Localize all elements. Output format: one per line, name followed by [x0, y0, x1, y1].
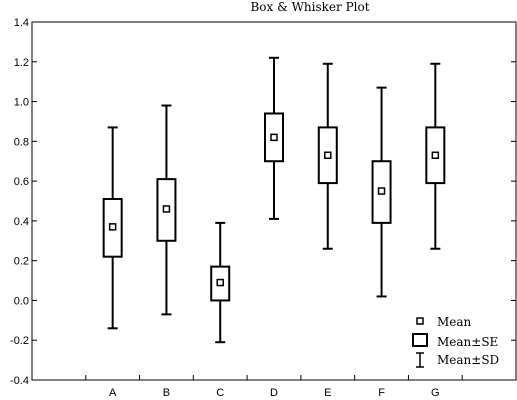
legend-mean-label: Mean [437, 315, 472, 329]
mean-marker [270, 133, 278, 142]
mean-marker [324, 151, 332, 160]
x-tick-label: E [324, 387, 331, 399]
y-tick-label: -0.4 [10, 375, 29, 387]
x-tick-label: F [378, 387, 385, 399]
y-axis: -0.4 -0.2 0.0 0.2 0.4 0.6 0.8 1.0 1.2 1.4 [10, 17, 516, 387]
legend-se-symbol [412, 333, 428, 347]
x-tick-label: D [270, 387, 278, 399]
x-tick-label: B [163, 387, 170, 399]
plot-frame [31, 21, 517, 381]
y-tick-label: -0.2 [10, 335, 29, 347]
y-tick-label: 0.8 [14, 136, 29, 148]
x-tick-label: G [431, 387, 440, 399]
mean-marker [216, 278, 224, 287]
y-tick-label: 0.2 [14, 256, 29, 268]
y-tick-label: 0.4 [14, 216, 29, 228]
box-group-b [156, 104, 177, 316]
box-group-d [264, 56, 284, 220]
mean-marker [108, 223, 117, 231]
x-tick-label: C [216, 387, 224, 399]
box-marks [102, 56, 446, 344]
y-tick-label: 1.0 [14, 97, 29, 109]
box-group-a [102, 126, 123, 330]
box-group-f [371, 86, 392, 298]
box-group-e [317, 62, 338, 250]
x-tick-label: A [109, 387, 117, 399]
chart-title: Box & Whisker Plot [250, 0, 369, 14]
mean-marker [162, 205, 171, 213]
legend-mean-symbol [416, 317, 424, 325]
mean-marker [377, 187, 386, 195]
mean-marker [431, 151, 440, 160]
y-tick-label: 1.2 [14, 57, 29, 69]
x-axis: A B C D E F G [85, 375, 463, 399]
y-tick-label: 0.6 [14, 176, 29, 188]
legend: Mean Mean±SE Mean±SD [412, 315, 499, 368]
legend-se-label: Mean±SE [437, 335, 498, 349]
box-group-g [425, 62, 446, 250]
y-tick-label: 0.0 [14, 295, 29, 307]
box-group-c [210, 221, 231, 344]
legend-sd-label: Mean±SD [437, 353, 499, 367]
legend-sd-symbol [416, 352, 424, 368]
y-tick-label: 1.4 [14, 17, 29, 29]
